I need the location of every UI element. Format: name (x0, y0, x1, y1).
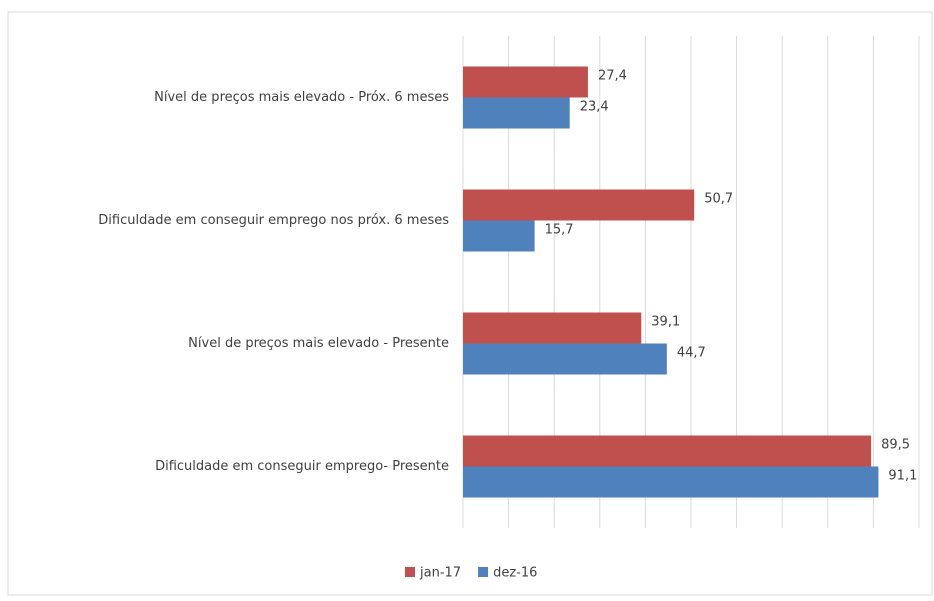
bar (463, 97, 570, 129)
bar (463, 343, 667, 375)
value-label: 89,5 (881, 438, 910, 453)
legend-swatch (405, 567, 415, 577)
bar (463, 66, 588, 98)
y-tick-label: Nível de preços mais elevado - Próx. 6 m… (154, 90, 449, 105)
value-label: 27,4 (598, 69, 627, 84)
bar (463, 435, 872, 467)
value-label: 39,1 (651, 315, 680, 330)
value-label: 23,4 (580, 100, 609, 115)
y-tick-label: Dificuldade em conseguir emprego- Presen… (155, 459, 449, 474)
legend-label: dez-16 (493, 566, 537, 581)
bar (463, 312, 642, 344)
value-label: 50,7 (704, 192, 733, 207)
bar (463, 220, 535, 252)
value-label: 44,7 (677, 346, 706, 361)
bar (463, 189, 695, 221)
y-tick-label: Dificuldade em conseguir emprego nos pró… (98, 213, 449, 228)
bar (463, 466, 879, 498)
value-label: 91,1 (888, 469, 917, 484)
legend-swatch (478, 567, 489, 577)
legend-label: jan-17 (419, 566, 461, 581)
y-tick-label: Nível de preços mais elevado - Presente (188, 336, 449, 351)
value-label: 15,7 (545, 223, 574, 238)
